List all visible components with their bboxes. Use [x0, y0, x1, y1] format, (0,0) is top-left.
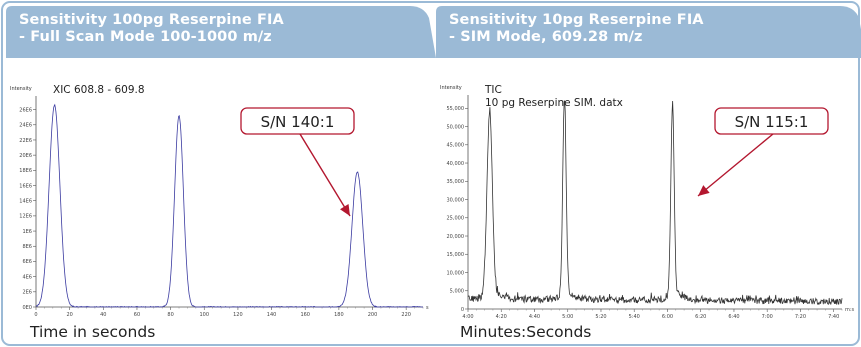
x-tick-label: 60 — [134, 312, 140, 318]
trace-label-file: 10 pg Reserpine SIM. datx — [485, 97, 623, 109]
y-tick-label: 20,000 — [447, 234, 465, 240]
right-panel: Sensitivity 10pg Reserpine FIA - SIM Mod… — [436, 6, 861, 342]
y-tick-label: 18E6 — [19, 168, 32, 174]
left-chart: Intensity 0E0 2E6 4E6 6E6 8E6 1E6 12E6 14E6 16E6 1… — [10, 84, 429, 318]
y-tick-label: 15,000 — [447, 252, 465, 258]
left-chart-title: Sensitivity 100pg Reserpine FIA — [19, 12, 284, 28]
sn-arrow-head — [340, 204, 350, 216]
series-line — [467, 100, 843, 306]
x-tick-label: 7:20 — [795, 314, 806, 320]
y-tick-label: 10,000 — [447, 270, 465, 276]
y-tick-label: 26E6 — [19, 107, 32, 113]
x-unit-label: s — [426, 305, 429, 311]
y-tick-label: 20E6 — [19, 153, 32, 159]
y-tick-label: 16E6 — [19, 183, 32, 189]
right-tab-title: Sensitivity 10pg Reserpine FIA - SIM Mod… — [449, 12, 704, 46]
y-tick-label: 22E6 — [19, 138, 32, 144]
x-tick-label: 20 — [66, 312, 72, 318]
y-tick-label: 0E0 — [22, 305, 32, 311]
x-tick-label: 40 — [100, 312, 106, 318]
y-tick-label: 6E6 — [22, 259, 32, 265]
x-tick-label: 4:20 — [496, 314, 507, 320]
y-tick-label: 25,000 — [447, 216, 465, 222]
right-chart-subtitle: - SIM Mode, 609.28 m/z — [449, 29, 643, 45]
y-axis-label: Intensity — [440, 85, 462, 91]
x-tick-label: 0 — [34, 312, 37, 318]
x-tick-label: 5:40 — [629, 314, 640, 320]
y-axis-label: Intensity — [10, 86, 32, 92]
sn-annotation-box — [240, 107, 355, 135]
y-tick-label: 40,000 — [447, 161, 465, 167]
x-tick-label: 6:40 — [728, 314, 739, 320]
trace-label-tic: TIC — [484, 84, 502, 96]
right-tab-shape — [436, 6, 861, 58]
trace-label: XIC 608.8 - 609.8 — [53, 84, 145, 96]
x-tick-label: 180 — [334, 312, 344, 318]
y-tick-label: 35,000 — [447, 179, 465, 185]
y-tick-label: 8E6 — [22, 244, 32, 250]
x-tick-label: 4:00 — [462, 314, 473, 320]
x-tick-label: 5:20 — [595, 314, 606, 320]
y-tick-label: 14E6 — [19, 199, 32, 205]
x-tick-label: 120 — [233, 312, 243, 318]
sn-annotation-text: S/N 140:1 — [261, 113, 335, 131]
x-tick-label: 80 — [167, 312, 173, 318]
left-tab-title: Sensitivity 100pg Reserpine FIA - Full S… — [19, 12, 284, 46]
left-x-caption: Time in seconds — [30, 323, 156, 341]
y-tick-label: 0 — [461, 307, 464, 313]
right-chart-title: Sensitivity 10pg Reserpine FIA — [449, 12, 704, 28]
x-tick-label: 6:00 — [662, 314, 673, 320]
x-unit-label: m:s — [845, 307, 855, 313]
y-tick-label: 5,000 — [450, 289, 464, 295]
peak-point-1 — [489, 128, 490, 129]
x-tick-label: 220 — [401, 312, 411, 318]
left-chart-subtitle: - Full Scan Mode 100-1000 m/z — [19, 29, 272, 45]
series-line — [35, 103, 424, 308]
x-tick-label: 7:40 — [828, 314, 839, 320]
right-chart: Intensity 0 5,000 10,000 15,000 20,000 25,000 3… — [440, 84, 855, 320]
x-tick-label: 160 — [300, 312, 310, 318]
y-tick-label: 30,000 — [447, 197, 465, 203]
y-tick-label: 1E6 — [22, 229, 32, 235]
sn-annotation-box — [714, 107, 829, 135]
sn-annotation-text: S/N 115:1 — [735, 113, 809, 131]
y-tick-label: 24E6 — [19, 123, 32, 129]
x-tick-label: 200 — [368, 312, 378, 318]
sn-arrow-head — [698, 185, 710, 196]
x-tick-label: 100 — [199, 312, 209, 318]
x-tick-label: 4:40 — [529, 314, 540, 320]
y-tick-label: 50,000 — [447, 124, 465, 130]
y-tick-label: 4E6 — [22, 274, 32, 280]
x-tick-label: 140 — [267, 312, 277, 318]
left-tab-shape — [6, 6, 436, 58]
sn-arrow-line — [299, 133, 351, 217]
y-tick-label: 55,000 — [447, 106, 465, 112]
y-tick-label: 12E6 — [19, 214, 32, 220]
right-x-caption: Minutes:Seconds — [460, 323, 592, 341]
y-tick-label: 45,000 — [447, 143, 465, 149]
sn-arrow-line — [697, 133, 774, 197]
x-tick-label: 7:00 — [762, 314, 773, 320]
left-panel: Sensitivity 100pg Reserpine FIA - Full S… — [6, 6, 436, 342]
x-tick-label: 5:00 — [562, 314, 573, 320]
x-tick-label: 6:20 — [695, 314, 706, 320]
y-tick-label: 2E6 — [22, 290, 32, 296]
